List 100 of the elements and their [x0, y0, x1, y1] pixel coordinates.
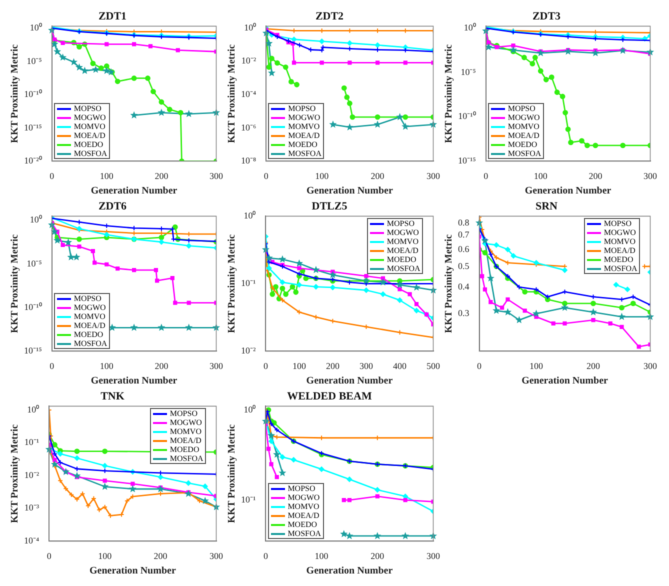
legend-label: MOGWO	[74, 113, 106, 122]
legend-label: MOEA/D	[74, 131, 106, 140]
y-axis-title: KKT Proximity Metric	[226, 234, 238, 333]
legend-label: MOEA/D	[288, 131, 320, 140]
x-tick-label: 200	[370, 550, 385, 561]
x-tick-label: 300	[644, 360, 658, 371]
y-axis-title: KKT Proximity Metric	[10, 234, 21, 333]
x-tick-label: 0	[263, 360, 268, 371]
legend-label: MOEA/D	[508, 131, 540, 140]
y-tick-label: 10⁻⁵	[26, 56, 42, 66]
x-tick-label: 100	[315, 170, 330, 181]
y-tick-label: 10⁻¹⁰	[24, 302, 42, 312]
legend-label: MOMVO	[74, 122, 106, 132]
legend-label: MOGWO	[74, 303, 106, 312]
x-tick-label: 0	[50, 360, 55, 371]
legend-label: MOPSO	[288, 484, 316, 494]
y-tick-label: 10⁰	[244, 22, 256, 32]
y-tick-label: 10⁻²⁰	[24, 156, 42, 166]
y-tick-label: 0.6	[458, 244, 470, 254]
legend-label: MOEDO	[386, 255, 416, 264]
legend-label: MOMVO	[604, 237, 636, 246]
x-tick-label: 200	[588, 170, 603, 181]
legend-label: MOMVO	[288, 122, 320, 132]
legend-label: MOMVO	[508, 122, 540, 132]
x-tick-label: 200	[370, 170, 385, 181]
y-tick-label: 10⁰	[244, 210, 256, 221]
legend-label: MOPSO	[74, 294, 102, 304]
chart-title: ZDT1	[98, 10, 127, 22]
x-tick-label: 0	[46, 550, 52, 561]
x-axis-title: Generation Number	[90, 376, 178, 387]
chart-title: ZDT6	[98, 200, 128, 212]
x-tick-label: 200	[154, 550, 168, 561]
legend-label: MOPSO	[508, 104, 536, 114]
y-tick-label: 10⁻⁵	[460, 66, 476, 77]
legend-label: MOMVO	[288, 502, 320, 512]
x-tick-label: 100	[292, 360, 306, 371]
legend-label: MOPSO	[604, 219, 632, 228]
y-axis-title: KKT Proximity Metric	[444, 234, 455, 333]
legend-label: MOPSO	[386, 219, 414, 228]
legend-label: MOEA/D	[386, 246, 418, 256]
x-tick-label: 0	[263, 550, 268, 561]
y-tick-label: 10⁻⁴	[24, 536, 40, 546]
y-axis-title: KKT Proximity Metric	[226, 44, 238, 143]
legend-label: MOEDO	[604, 255, 634, 264]
chart-title: DTLZ5	[312, 200, 348, 212]
y-tick-label: 10⁰	[30, 22, 42, 33]
y-tick-label: 10⁻³	[24, 502, 40, 513]
legend-label: MOPSO	[170, 409, 198, 418]
legend-label: MOSFOA	[288, 529, 322, 538]
y-tick-label: 10⁻⁴	[240, 89, 256, 100]
legend-label: MOSFOA	[508, 149, 542, 158]
legend-label: MOMVO	[170, 427, 202, 436]
chart-title: WELDED BEAM	[287, 390, 372, 402]
y-tick-label: 10⁻⁵	[26, 258, 42, 268]
x-tick-label: 300	[426, 550, 440, 561]
y-axis-title: KKT Proximity Metric	[444, 44, 455, 143]
x-axis-title: Generation Number	[522, 376, 608, 387]
y-tick-label: 0.3	[458, 308, 470, 318]
y-tick-label: 0.8	[458, 217, 470, 228]
legend-label: MOEA/D	[74, 321, 106, 330]
x-tick-label: 0	[484, 170, 489, 181]
legend-label: MOGWO	[386, 228, 419, 238]
legend-label: MOPSO	[288, 104, 316, 114]
x-axis-title: Generation Number	[306, 566, 394, 577]
y-tick-label: 10⁻¹⁵	[458, 156, 476, 166]
legend-label: MOGWO	[604, 228, 636, 238]
legend-label: MOEDO	[74, 330, 104, 340]
legend-label: MOGWO	[170, 418, 202, 428]
y-tick-label: 10⁻⁶	[240, 122, 256, 132]
x-tick-label: 400	[392, 360, 407, 371]
y-tick-label: 0.5	[458, 260, 470, 271]
legend-label: MOEA/D	[170, 436, 202, 446]
y-axis-title: KKT Proximity Metric	[10, 44, 21, 143]
x-axis-title: Generation Number	[306, 186, 394, 197]
legend-label: MOMVO	[386, 237, 418, 246]
x-tick-label: 200	[154, 360, 169, 371]
legend-label: MOEDO	[508, 140, 538, 150]
x-axis-title: Generation Number	[306, 376, 394, 387]
legend-label: MOPSO	[74, 104, 102, 114]
legend-label: MOGWO	[508, 113, 540, 122]
x-tick-label: 200	[326, 360, 340, 371]
y-tick-label: 0.7	[458, 230, 470, 240]
x-tick-label: 300	[210, 360, 224, 371]
y-axis-title: KKT Proximity Metric	[10, 424, 21, 523]
legend-label: MOMVO	[74, 312, 106, 322]
legend-label: MOSFOA	[74, 339, 108, 348]
x-axis-title: Generation Number	[90, 186, 178, 197]
legend-label: MOEDO	[170, 445, 200, 454]
y-tick-label: 10⁻¹⁰	[24, 89, 42, 100]
y-tick-label: 10⁻⁸	[240, 156, 256, 166]
x-tick-label: 0	[477, 360, 482, 371]
y-tick-label: 10⁻²	[240, 346, 256, 356]
y-tick-label: 10⁻¹	[240, 278, 256, 288]
legend-label: MOSFOA	[288, 149, 322, 158]
x-tick-label: 100	[100, 360, 114, 371]
y-axis-title: KKT Proximity Metric	[226, 424, 238, 523]
x-tick-label: 100	[98, 550, 112, 561]
x-tick-label: 300	[210, 550, 224, 561]
legend-label: MOEDO	[288, 520, 318, 530]
legend-label: MOSFOA	[604, 264, 638, 274]
